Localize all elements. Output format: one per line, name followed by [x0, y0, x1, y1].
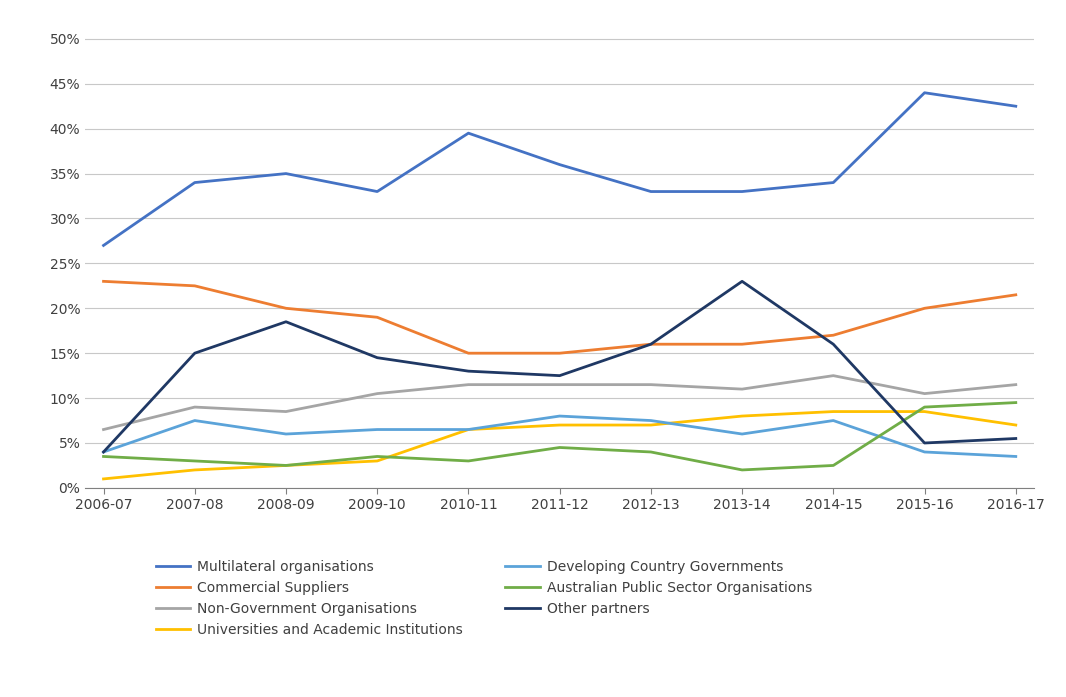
Line: Australian Public Sector Organisations: Australian Public Sector Organisations	[103, 403, 1016, 470]
Developing Country Governments	[1010, 452, 1022, 461]
Commercial Suppliers	[736, 340, 748, 348]
Line: Non-Government Organisations: Non-Government Organisations	[103, 376, 1016, 429]
Line: Developing Country Governments: Developing Country Governments	[103, 416, 1016, 457]
Universities and Academic Institutions	[279, 461, 292, 470]
Multilateral organisations	[1010, 102, 1022, 110]
Commercial Suppliers	[918, 304, 931, 312]
Multilateral organisations	[462, 129, 474, 137]
Universities and Academic Institutions	[645, 421, 658, 429]
Other partners	[827, 340, 840, 348]
Other partners	[189, 349, 201, 358]
Australian Public Sector Organisations	[1010, 399, 1022, 407]
Non-Government Organisations	[918, 390, 931, 398]
Non-Government Organisations	[371, 390, 384, 398]
Universities and Academic Institutions	[371, 457, 384, 465]
Universities and Academic Institutions	[97, 475, 110, 483]
Multilateral organisations	[371, 187, 384, 196]
Other partners	[462, 367, 474, 375]
Commercial Suppliers	[189, 282, 201, 290]
Other partners	[918, 439, 931, 447]
Australian Public Sector Organisations	[827, 461, 840, 470]
Other partners	[371, 353, 384, 362]
Commercial Suppliers	[371, 313, 384, 321]
Multilateral organisations	[736, 187, 748, 196]
Non-Government Organisations	[553, 381, 566, 389]
Multilateral organisations	[189, 178, 201, 187]
Non-Government Organisations	[97, 425, 110, 434]
Commercial Suppliers	[553, 349, 566, 358]
Multilateral organisations	[553, 160, 566, 169]
Non-Government Organisations	[736, 385, 748, 393]
Other partners	[1010, 434, 1022, 443]
Universities and Academic Institutions	[189, 466, 201, 474]
Multilateral organisations	[279, 169, 292, 178]
Australian Public Sector Organisations	[279, 461, 292, 470]
Australian Public Sector Organisations	[371, 452, 384, 461]
Non-Government Organisations	[462, 381, 474, 389]
Developing Country Governments	[97, 447, 110, 456]
Australian Public Sector Organisations	[189, 457, 201, 465]
Multilateral organisations	[918, 89, 931, 97]
Universities and Academic Institutions	[736, 412, 748, 420]
Multilateral organisations	[827, 178, 840, 187]
Other partners	[736, 277, 748, 286]
Developing Country Governments	[189, 416, 201, 424]
Commercial Suppliers	[97, 277, 110, 286]
Developing Country Governments	[462, 425, 474, 434]
Non-Government Organisations	[1010, 381, 1022, 389]
Commercial Suppliers	[279, 304, 292, 312]
Developing Country Governments	[279, 430, 292, 438]
Australian Public Sector Organisations	[553, 443, 566, 452]
Other partners	[279, 318, 292, 326]
Commercial Suppliers	[827, 331, 840, 339]
Developing Country Governments	[827, 416, 840, 424]
Developing Country Governments	[918, 447, 931, 456]
Developing Country Governments	[371, 425, 384, 434]
Universities and Academic Institutions	[553, 421, 566, 429]
Australian Public Sector Organisations	[645, 447, 658, 456]
Multilateral organisations	[97, 241, 110, 250]
Line: Multilateral organisations: Multilateral organisations	[103, 93, 1016, 245]
Australian Public Sector Organisations	[918, 403, 931, 411]
Non-Government Organisations	[189, 403, 201, 411]
Australian Public Sector Organisations	[462, 457, 474, 465]
Multilateral organisations	[645, 187, 658, 196]
Line: Universities and Academic Institutions: Universities and Academic Institutions	[103, 411, 1016, 479]
Other partners	[645, 340, 658, 348]
Universities and Academic Institutions	[1010, 421, 1022, 429]
Line: Commercial Suppliers: Commercial Suppliers	[103, 282, 1016, 353]
Commercial Suppliers	[645, 340, 658, 348]
Non-Government Organisations	[645, 381, 658, 389]
Developing Country Governments	[645, 416, 658, 424]
Other partners	[97, 447, 110, 456]
Universities and Academic Institutions	[918, 407, 931, 415]
Legend: Multilateral organisations, Commercial Suppliers, Non-Government Organisations, : Multilateral organisations, Commercial S…	[156, 560, 811, 637]
Australian Public Sector Organisations	[97, 452, 110, 461]
Non-Government Organisations	[827, 372, 840, 380]
Universities and Academic Institutions	[462, 425, 474, 434]
Line: Other partners: Other partners	[103, 282, 1016, 452]
Developing Country Governments	[736, 430, 748, 438]
Australian Public Sector Organisations	[736, 466, 748, 474]
Commercial Suppliers	[462, 349, 474, 358]
Other partners	[553, 372, 566, 380]
Non-Government Organisations	[279, 407, 292, 415]
Commercial Suppliers	[1010, 291, 1022, 299]
Developing Country Governments	[553, 412, 566, 420]
Universities and Academic Institutions	[827, 407, 840, 415]
